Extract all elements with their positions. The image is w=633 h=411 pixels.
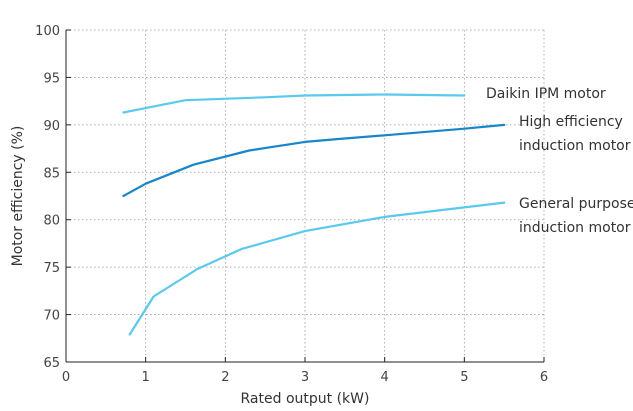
y-tick-label: 90 — [43, 119, 60, 134]
series-label-high-efficiency: High efficiency — [519, 114, 623, 130]
y-tick-label: 85 — [43, 166, 60, 181]
series-label-general-purpose: General purpose — [519, 196, 633, 212]
x-tick-label: 1 — [142, 370, 150, 385]
x-tick-label: 2 — [221, 370, 229, 385]
x-tick-label: 3 — [301, 370, 309, 385]
x-tick-label: 0 — [62, 370, 70, 385]
y-tick-label: 65 — [43, 356, 60, 371]
series-line-high-efficiency — [122, 123, 506, 198]
x-tick-label: 4 — [381, 370, 389, 385]
series-label-layer: Daikin IPM motor High efficiency induction… — [486, 86, 633, 236]
y-tick-label: 80 — [43, 214, 60, 229]
y-axis-title: Motor efficiency (%) — [10, 126, 26, 267]
series-label-high-efficiency: induction motor — [519, 138, 631, 154]
y-tick-label: 70 — [43, 309, 60, 324]
grid-layer — [66, 29, 545, 362]
y-tick-label: 95 — [43, 71, 60, 86]
y-tick-label: 75 — [43, 261, 60, 276]
x-tick-label: 6 — [540, 370, 548, 385]
series-label-daikin-ipm: Daikin IPM motor — [486, 86, 606, 102]
x-axis-title: Rated output (kW) — [241, 391, 370, 407]
x-tick-label: 5 — [460, 370, 468, 385]
tick-layer: 0 1 2 3 4 5 6 65 70 75 80 85 90 95 100 — [35, 24, 548, 385]
series-line-daikin-ipm — [122, 93, 466, 114]
series-layer — [122, 93, 506, 336]
series-label-general-purpose: induction motor — [519, 220, 631, 236]
series-line-general-purpose — [128, 201, 506, 336]
axis-layer — [65, 30, 544, 363]
y-tick-label: 100 — [35, 24, 60, 39]
